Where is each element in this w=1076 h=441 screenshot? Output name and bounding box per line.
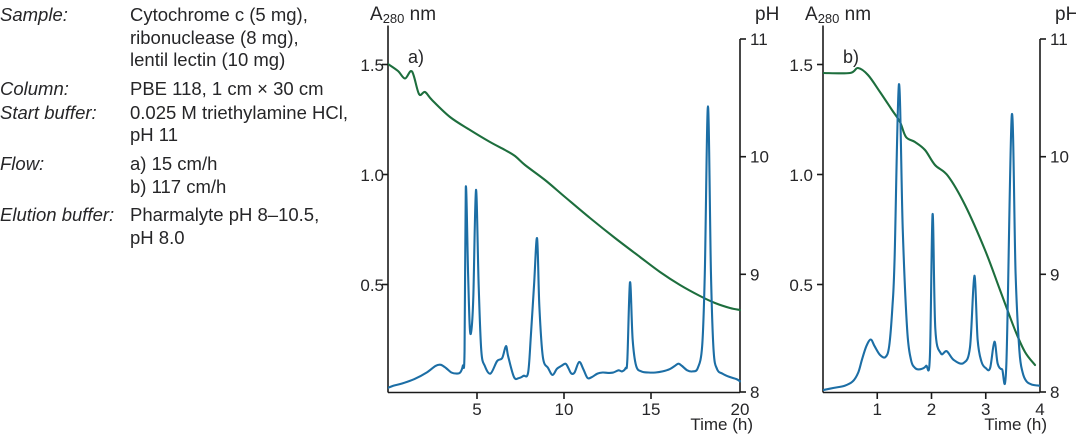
svg-text:A280 nm: A280 nm [370, 4, 436, 26]
svg-text:1: 1 [873, 400, 882, 419]
svg-text:1.5: 1.5 [789, 56, 813, 75]
svg-text:10: 10 [1050, 148, 1069, 167]
svg-text:Time (h): Time (h) [690, 415, 753, 434]
svg-text:11: 11 [750, 30, 768, 49]
svg-text:pH: pH [1055, 4, 1076, 25]
svg-text:15: 15 [642, 400, 661, 419]
svg-text:0.5: 0.5 [789, 276, 813, 295]
svg-text:8: 8 [750, 383, 759, 402]
svg-text:5: 5 [472, 400, 481, 419]
svg-text:10: 10 [750, 148, 769, 167]
svg-text:9: 9 [750, 265, 759, 284]
svg-text:1.0: 1.0 [789, 166, 813, 185]
svg-text:8: 8 [1050, 383, 1059, 402]
svg-text:b): b) [843, 47, 859, 67]
svg-text:11: 11 [1050, 30, 1068, 49]
svg-text:2: 2 [927, 400, 936, 419]
svg-text:1.0: 1.0 [360, 166, 384, 185]
svg-text:0.5: 0.5 [360, 276, 384, 295]
svg-text:10: 10 [555, 400, 574, 419]
svg-text:9: 9 [1050, 265, 1059, 284]
svg-text:Time (h): Time (h) [984, 415, 1047, 434]
svg-text:pH: pH [755, 4, 779, 25]
svg-text:A280 nm: A280 nm [805, 4, 871, 26]
svg-text:a): a) [408, 47, 424, 67]
svg-text:1.5: 1.5 [360, 56, 384, 75]
